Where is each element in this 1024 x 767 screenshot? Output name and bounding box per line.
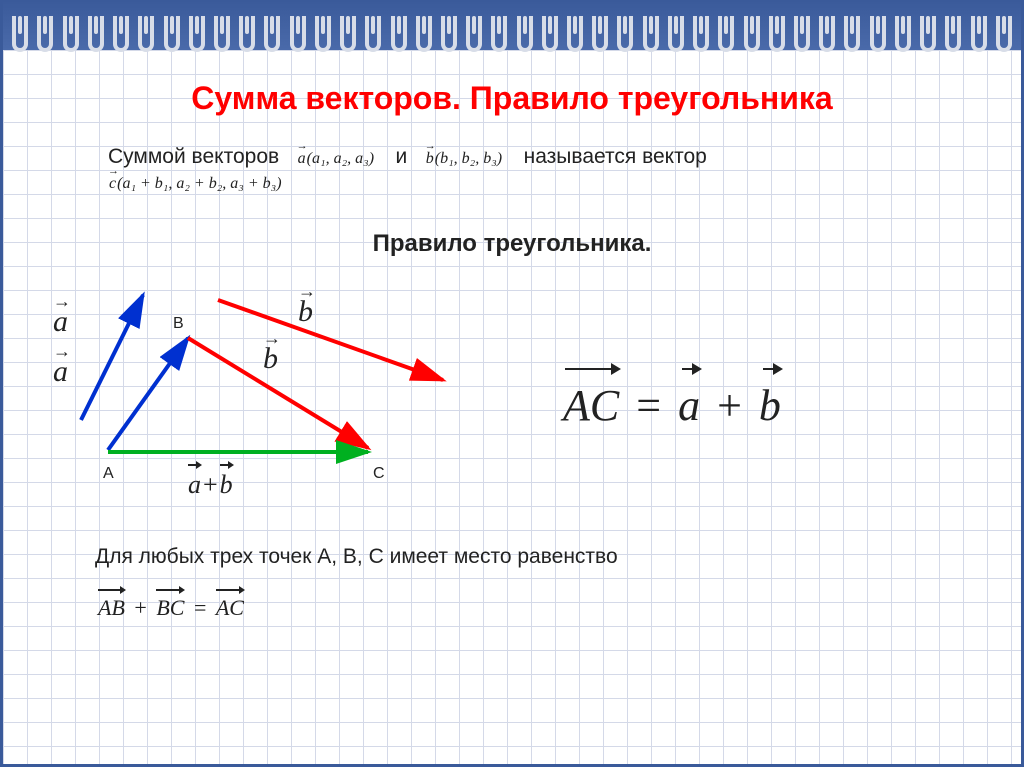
page-title: Сумма векторов. Правило треугольника [3, 80, 1021, 117]
diagram-svg [53, 280, 513, 500]
definition-result: c(a₁ + b₁, a₂ + b₂, a₃ + b₃) [108, 175, 282, 193]
eq-equals: = [630, 381, 667, 430]
eq-lhs: AC [563, 380, 619, 431]
point-b: B [173, 315, 184, 333]
page: Сумма векторов. Правило треугольника Сум… [0, 0, 1024, 767]
vec-b-inline: b(b₁, b₂, b₃) [425, 150, 506, 167]
point-a: A [103, 465, 114, 483]
eq-a: a [678, 380, 700, 431]
eq-b: b [759, 380, 781, 431]
label-a-free: →a [53, 305, 68, 339]
label-b-free: →b [298, 295, 313, 329]
vec-b-free [218, 300, 443, 380]
point-c: C [373, 465, 385, 483]
bottom-equation: AB + BC = AC [98, 595, 244, 621]
main-equation: AC = a + b [563, 380, 781, 431]
vector-diagram: →a →a →b →b A B C a+b [53, 280, 513, 500]
sum-label: a+b [188, 470, 233, 500]
bottom-statement: Для любых трех точек А, В, С имеет место… [95, 545, 618, 569]
def-post: называется вектор [524, 145, 707, 168]
subtitle: Правило треугольника. [3, 230, 1021, 258]
vec-a-free [81, 295, 143, 420]
def-pre: Суммой векторов [108, 145, 279, 168]
definition-line: Суммой векторов a(a₁, a₂, a₃) и b(b₁, b₂… [108, 145, 707, 169]
spiral-binding [3, 0, 1021, 50]
eq-plus: + [711, 381, 748, 430]
vec-a-triangle [108, 338, 188, 450]
vec-b-triangle [188, 338, 368, 448]
label-b-tri: →b [263, 342, 278, 376]
def-mid: и [396, 145, 408, 168]
vec-a-inline: a(a₁, a₂, a₃) [297, 150, 378, 167]
label-a-tri: →a [53, 355, 68, 389]
